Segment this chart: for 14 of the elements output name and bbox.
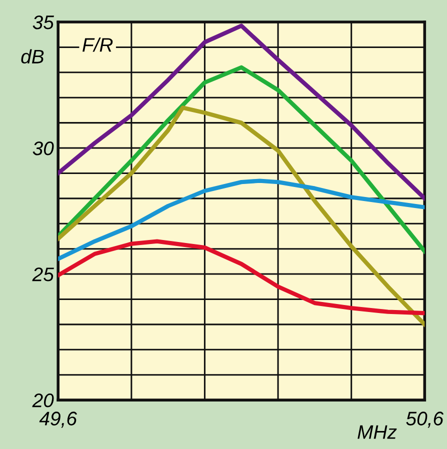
y-axis-title: dB (21, 49, 44, 64)
line-series (58, 24, 425, 201)
x-tick-label: 49,6 (39, 412, 78, 428)
x-axis-title: MHz (358, 425, 397, 439)
x-tick-label: 50,6 (406, 412, 444, 428)
y-tick-label: 30 (32, 141, 54, 156)
line-series (58, 239, 425, 316)
y-tick-label: 35 (32, 15, 54, 30)
y-tick-label: 20 (32, 394, 54, 408)
line-series (58, 178, 425, 261)
line-series (58, 65, 425, 254)
line-series (58, 106, 425, 327)
y-tick-label: 25 (32, 268, 54, 282)
annotation: F/R (82, 38, 113, 52)
